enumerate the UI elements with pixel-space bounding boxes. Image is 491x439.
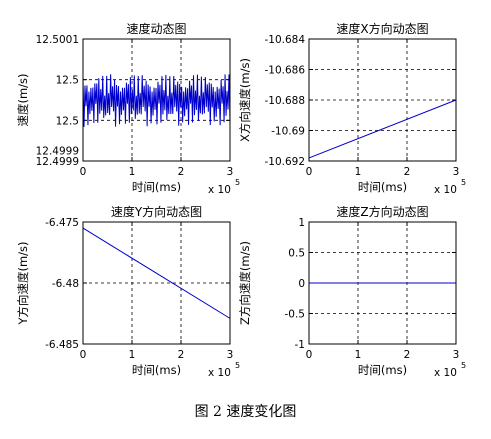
x-tick-label: 3 — [227, 349, 234, 361]
x-exponent-power: 5 — [461, 178, 466, 187]
x-exponent-label: x 10 — [434, 367, 457, 379]
y-tick-label: -6.475 — [45, 217, 79, 229]
y-tick-label: -10.686 — [264, 65, 305, 77]
y-tick-label: -10.688 — [264, 95, 305, 107]
y-axis-label: Z方向速度(m/s) — [238, 241, 252, 325]
x-exponent-power: 5 — [235, 361, 240, 370]
y-tick-label: -10.69 — [271, 126, 305, 138]
x-exponent-label: x 10 — [434, 184, 457, 196]
series-line-1 — [82, 227, 231, 319]
y-tick-label: -6.485 — [45, 339, 79, 351]
x-tick-label: 3 — [453, 166, 460, 178]
x-axis-label: 时间(ms) — [358, 363, 407, 377]
y-axis-label: 速度(m/s) — [16, 73, 30, 126]
plot-frame — [308, 38, 457, 162]
x-tick-label: 1 — [355, 349, 362, 361]
x-tick-label: 2 — [404, 349, 411, 361]
y-tick-label: -10.692 — [264, 156, 305, 168]
x-tick-label: 0 — [80, 349, 87, 361]
x-tick-label: 0 — [80, 166, 87, 178]
x-axis-label: 时间(ms) — [358, 180, 407, 194]
y-tick-label: -6.48 — [52, 278, 79, 290]
y-tick-label: 1 — [298, 217, 305, 229]
plot-frame — [82, 38, 231, 162]
y-tick-label: -1 — [295, 339, 305, 351]
chart-panel-2: 0 1 2 3 -10.684 -10.686 -10.688 -10.69 -10.692 速度… — [238, 21, 466, 196]
chart-title: 速度Z方向动态图 — [336, 204, 428, 219]
y-axis-label: Y方向速度(m/s) — [16, 241, 30, 325]
y-tick-label: 12.4999 — [36, 145, 79, 157]
figure-caption: 图 2 速度变化图 — [194, 404, 297, 420]
y-tick-label: 0 — [298, 278, 305, 290]
y-tick-label: -10.684 — [264, 34, 305, 46]
series-line-1 — [82, 74, 231, 127]
chart-title: 速度X方向动态图 — [336, 21, 428, 36]
x-tick-label: 3 — [227, 166, 234, 178]
x-tick-label: 2 — [404, 166, 411, 178]
x-axis-label: 时间(ms) — [132, 363, 181, 377]
x-tick-label: 3 — [453, 349, 460, 361]
y-tick-label: 12.5 — [56, 115, 79, 127]
x-axis-label: 时间(ms) — [132, 180, 181, 194]
y-tick-label: 0.5 — [288, 248, 305, 260]
y-axis-label: X方向速度(m/s) — [238, 58, 252, 142]
x-exponent-label: x 10 — [208, 367, 231, 379]
chart-title: 速度动态图 — [126, 21, 186, 36]
x-tick-label: 1 — [129, 349, 136, 361]
plot-frame — [82, 221, 231, 345]
x-tick-label: 1 — [355, 166, 362, 178]
x-exponent-label: x 10 — [208, 184, 231, 196]
x-exponent-power: 5 — [461, 361, 466, 370]
series-line-1 — [308, 99, 457, 159]
x-tick-label: 0 — [306, 349, 313, 361]
y-tick-label: 12.5001 — [36, 34, 79, 46]
y-tick-label: -0.5 — [285, 309, 306, 321]
y-tick-label: 12.5 — [56, 75, 79, 87]
plot-frame — [308, 221, 457, 345]
x-tick-label: 1 — [129, 166, 136, 178]
x-exponent-power: 5 — [235, 178, 240, 187]
x-tick-label: 2 — [178, 166, 185, 178]
x-tick-label: 2 — [178, 349, 185, 361]
x-tick-label: 0 — [306, 166, 313, 178]
y-tick-label: 12.4999 — [36, 156, 79, 168]
chart-title: 速度Y方向动态图 — [111, 204, 202, 219]
